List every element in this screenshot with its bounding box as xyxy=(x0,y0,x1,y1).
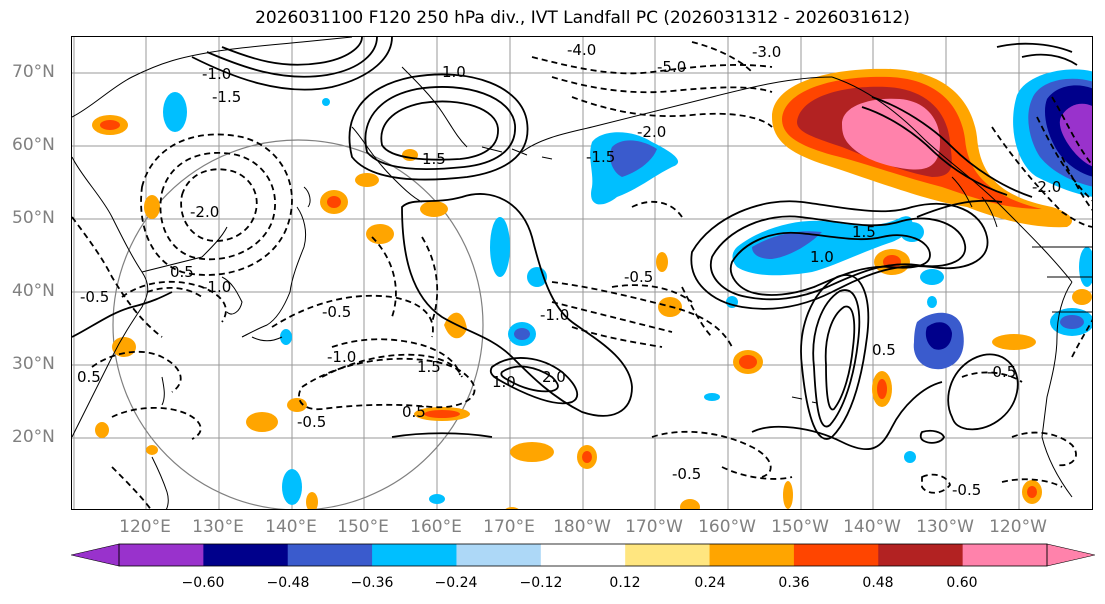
map-panel: -0.5 -1.0 -1.5 -2.0 0.5 1.0 1.5 2.0 -4.0… xyxy=(71,36,1093,510)
contour-label: -4.0 xyxy=(567,41,596,59)
lat-label-30n: 30°N xyxy=(12,354,55,374)
colorbar-cell xyxy=(456,544,542,566)
contour-label: 1.5 xyxy=(417,358,441,376)
colorbar-tick: 0.12 xyxy=(609,575,641,591)
lon-label: 180°W xyxy=(553,517,611,537)
contour-label: -2.0 xyxy=(637,123,666,141)
contour-label: 1.0 xyxy=(442,63,466,81)
colorbar-tick: −0.60 xyxy=(181,575,225,591)
colorbar-cell xyxy=(119,544,204,566)
contour-label: -0.5 xyxy=(672,465,701,483)
lat-label-40n: 40°N xyxy=(12,281,55,301)
range-circle xyxy=(112,139,484,509)
colorbar-cell xyxy=(372,544,457,566)
colorbar xyxy=(71,543,1095,567)
lat-label-50n: 50°N xyxy=(12,208,55,228)
contour-label: 1.0 xyxy=(810,248,834,266)
negative-shading xyxy=(163,69,1092,505)
colorbar-outline xyxy=(118,543,1048,567)
contour-label: 1.0 xyxy=(492,373,516,391)
colorbar-tick: −0.36 xyxy=(350,575,394,591)
lat-label-60n: 60°N xyxy=(12,135,55,155)
contour-label: 1.5 xyxy=(422,150,446,168)
contour-label: -1.5 xyxy=(212,88,241,106)
contour-label: -1.0 xyxy=(540,306,569,324)
lon-label: 150°E xyxy=(337,517,389,537)
colorbar-tick: −0.12 xyxy=(519,575,563,591)
contour-label: -0.5 xyxy=(322,303,351,321)
colorbar-cell xyxy=(540,544,626,566)
colorbar-cell xyxy=(709,544,795,566)
lon-label: 150°W xyxy=(771,517,829,537)
contour-label: -0.5 xyxy=(952,481,981,499)
map-title: 2026031100 F120 250 hPa div., IVT Landfa… xyxy=(255,8,910,28)
colorbar-tick: 0.24 xyxy=(694,575,726,591)
lon-label: 130°E xyxy=(192,517,244,537)
lon-label: 170°E xyxy=(483,517,535,537)
contour-label: -2.0 xyxy=(190,203,219,221)
colorbar-tick: −0.48 xyxy=(266,575,310,591)
lon-label: 160°W xyxy=(698,517,756,537)
colorbar-tick: 0.60 xyxy=(946,575,978,591)
contour-label: -1.5 xyxy=(586,148,615,166)
lon-label: 170°W xyxy=(625,517,683,537)
lat-label-20n: 20°N xyxy=(12,427,55,447)
contour-label: 1.5 xyxy=(852,223,876,241)
contour-label: -0.5 xyxy=(297,413,326,431)
contour-label: -3.0 xyxy=(752,43,781,61)
positive-contours xyxy=(72,37,1078,451)
lon-label: 120°E xyxy=(119,517,171,537)
negative-contours xyxy=(72,41,1092,509)
colorbar-tick: −0.24 xyxy=(434,575,478,591)
colorbar-cell xyxy=(962,544,1048,566)
lon-label: 130°W xyxy=(916,517,974,537)
colorbar-tick: 0.48 xyxy=(862,575,894,591)
colorbar-cell xyxy=(287,544,373,566)
lon-label: 120°W xyxy=(989,517,1047,537)
contour-label-group: -0.5 -1.0 -1.5 -2.0 0.5 1.0 1.5 2.0 -4.0… xyxy=(77,41,1061,499)
positive-shading xyxy=(92,68,1092,509)
contour-label: -0.5 xyxy=(80,288,109,306)
lon-label: 140°W xyxy=(843,517,901,537)
contour-label: 0.5 xyxy=(77,368,101,386)
contour-label: 0.5 xyxy=(170,263,194,281)
colorbar-cell xyxy=(625,544,711,566)
lat-label-70n: 70°N xyxy=(12,62,55,82)
lon-label: 160°E xyxy=(410,517,462,537)
contour-label: 0.5 xyxy=(402,403,426,421)
contour-label: -0.5 xyxy=(987,363,1016,381)
contour-label: 2.0 xyxy=(542,368,566,386)
colorbar-extend-low xyxy=(71,543,120,567)
contour-label: -1.0 xyxy=(327,348,356,366)
map-canvas: -0.5 -1.0 -1.5 -2.0 0.5 1.0 1.5 2.0 -4.0… xyxy=(72,37,1092,509)
contour-label: 0.5 xyxy=(872,341,896,359)
colorbar-tick: 0.36 xyxy=(778,575,810,591)
colorbar-cell xyxy=(878,544,964,566)
colorbar-cell xyxy=(793,544,879,566)
contour-label: -1.0 xyxy=(202,278,231,296)
contour-label: -2.0 xyxy=(1032,178,1061,196)
colorbar-cell xyxy=(203,544,289,566)
contour-label: -5.0 xyxy=(657,58,686,76)
colorbar-extend-high xyxy=(1046,543,1095,567)
contour-label: -0.5 xyxy=(624,268,653,286)
contour-label: -1.0 xyxy=(202,65,231,83)
lon-label: 140°E xyxy=(265,517,317,537)
